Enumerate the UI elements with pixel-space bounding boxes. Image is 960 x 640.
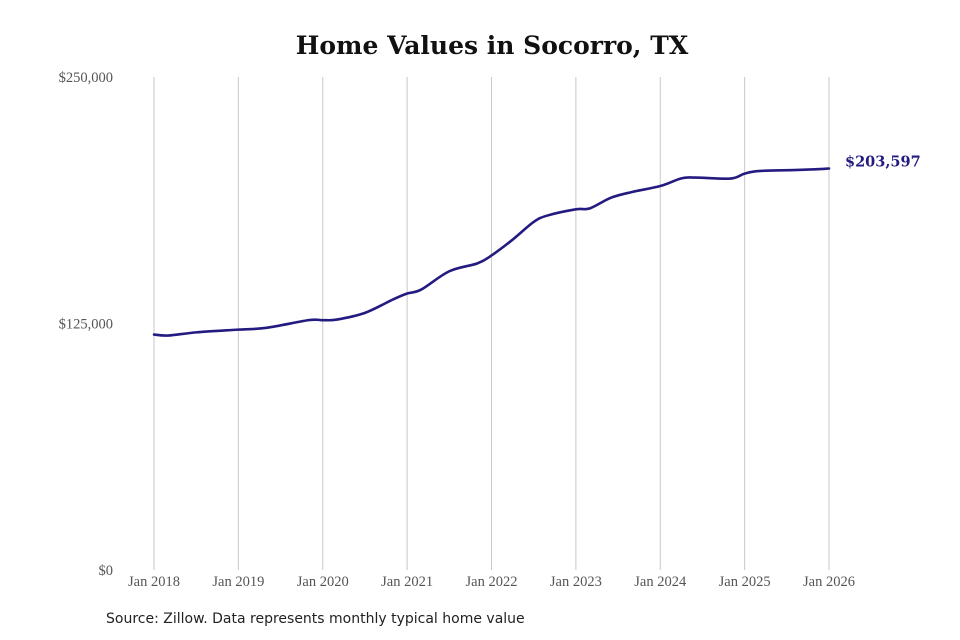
x-tick-label: Jan 2023 bbox=[550, 574, 602, 590]
x-tick-label: Jan 2022 bbox=[466, 574, 518, 590]
x-tick-label: Jan 2024 bbox=[634, 574, 687, 590]
end-value-label: $203,597 bbox=[845, 154, 921, 171]
x-tick-label: Jan 2025 bbox=[719, 574, 771, 590]
series-line bbox=[152, 167, 831, 337]
y-tick-label: $125,000 bbox=[59, 317, 113, 333]
y-tick-label: $250,000 bbox=[59, 70, 113, 86]
x-tick-label: Jan 2026 bbox=[803, 574, 855, 590]
source-note: Source: Zillow. Data represents monthly … bbox=[106, 611, 525, 627]
x-tick-label: Jan 2020 bbox=[297, 574, 349, 590]
x-tick-label: Jan 2018 bbox=[128, 574, 180, 590]
x-tick-label: Jan 2021 bbox=[381, 574, 433, 590]
x-tick-label: Jan 2019 bbox=[212, 574, 264, 590]
y-tick-label: $0 bbox=[99, 563, 114, 579]
chart-title: Home Values in Socorro, TX bbox=[296, 31, 689, 60]
